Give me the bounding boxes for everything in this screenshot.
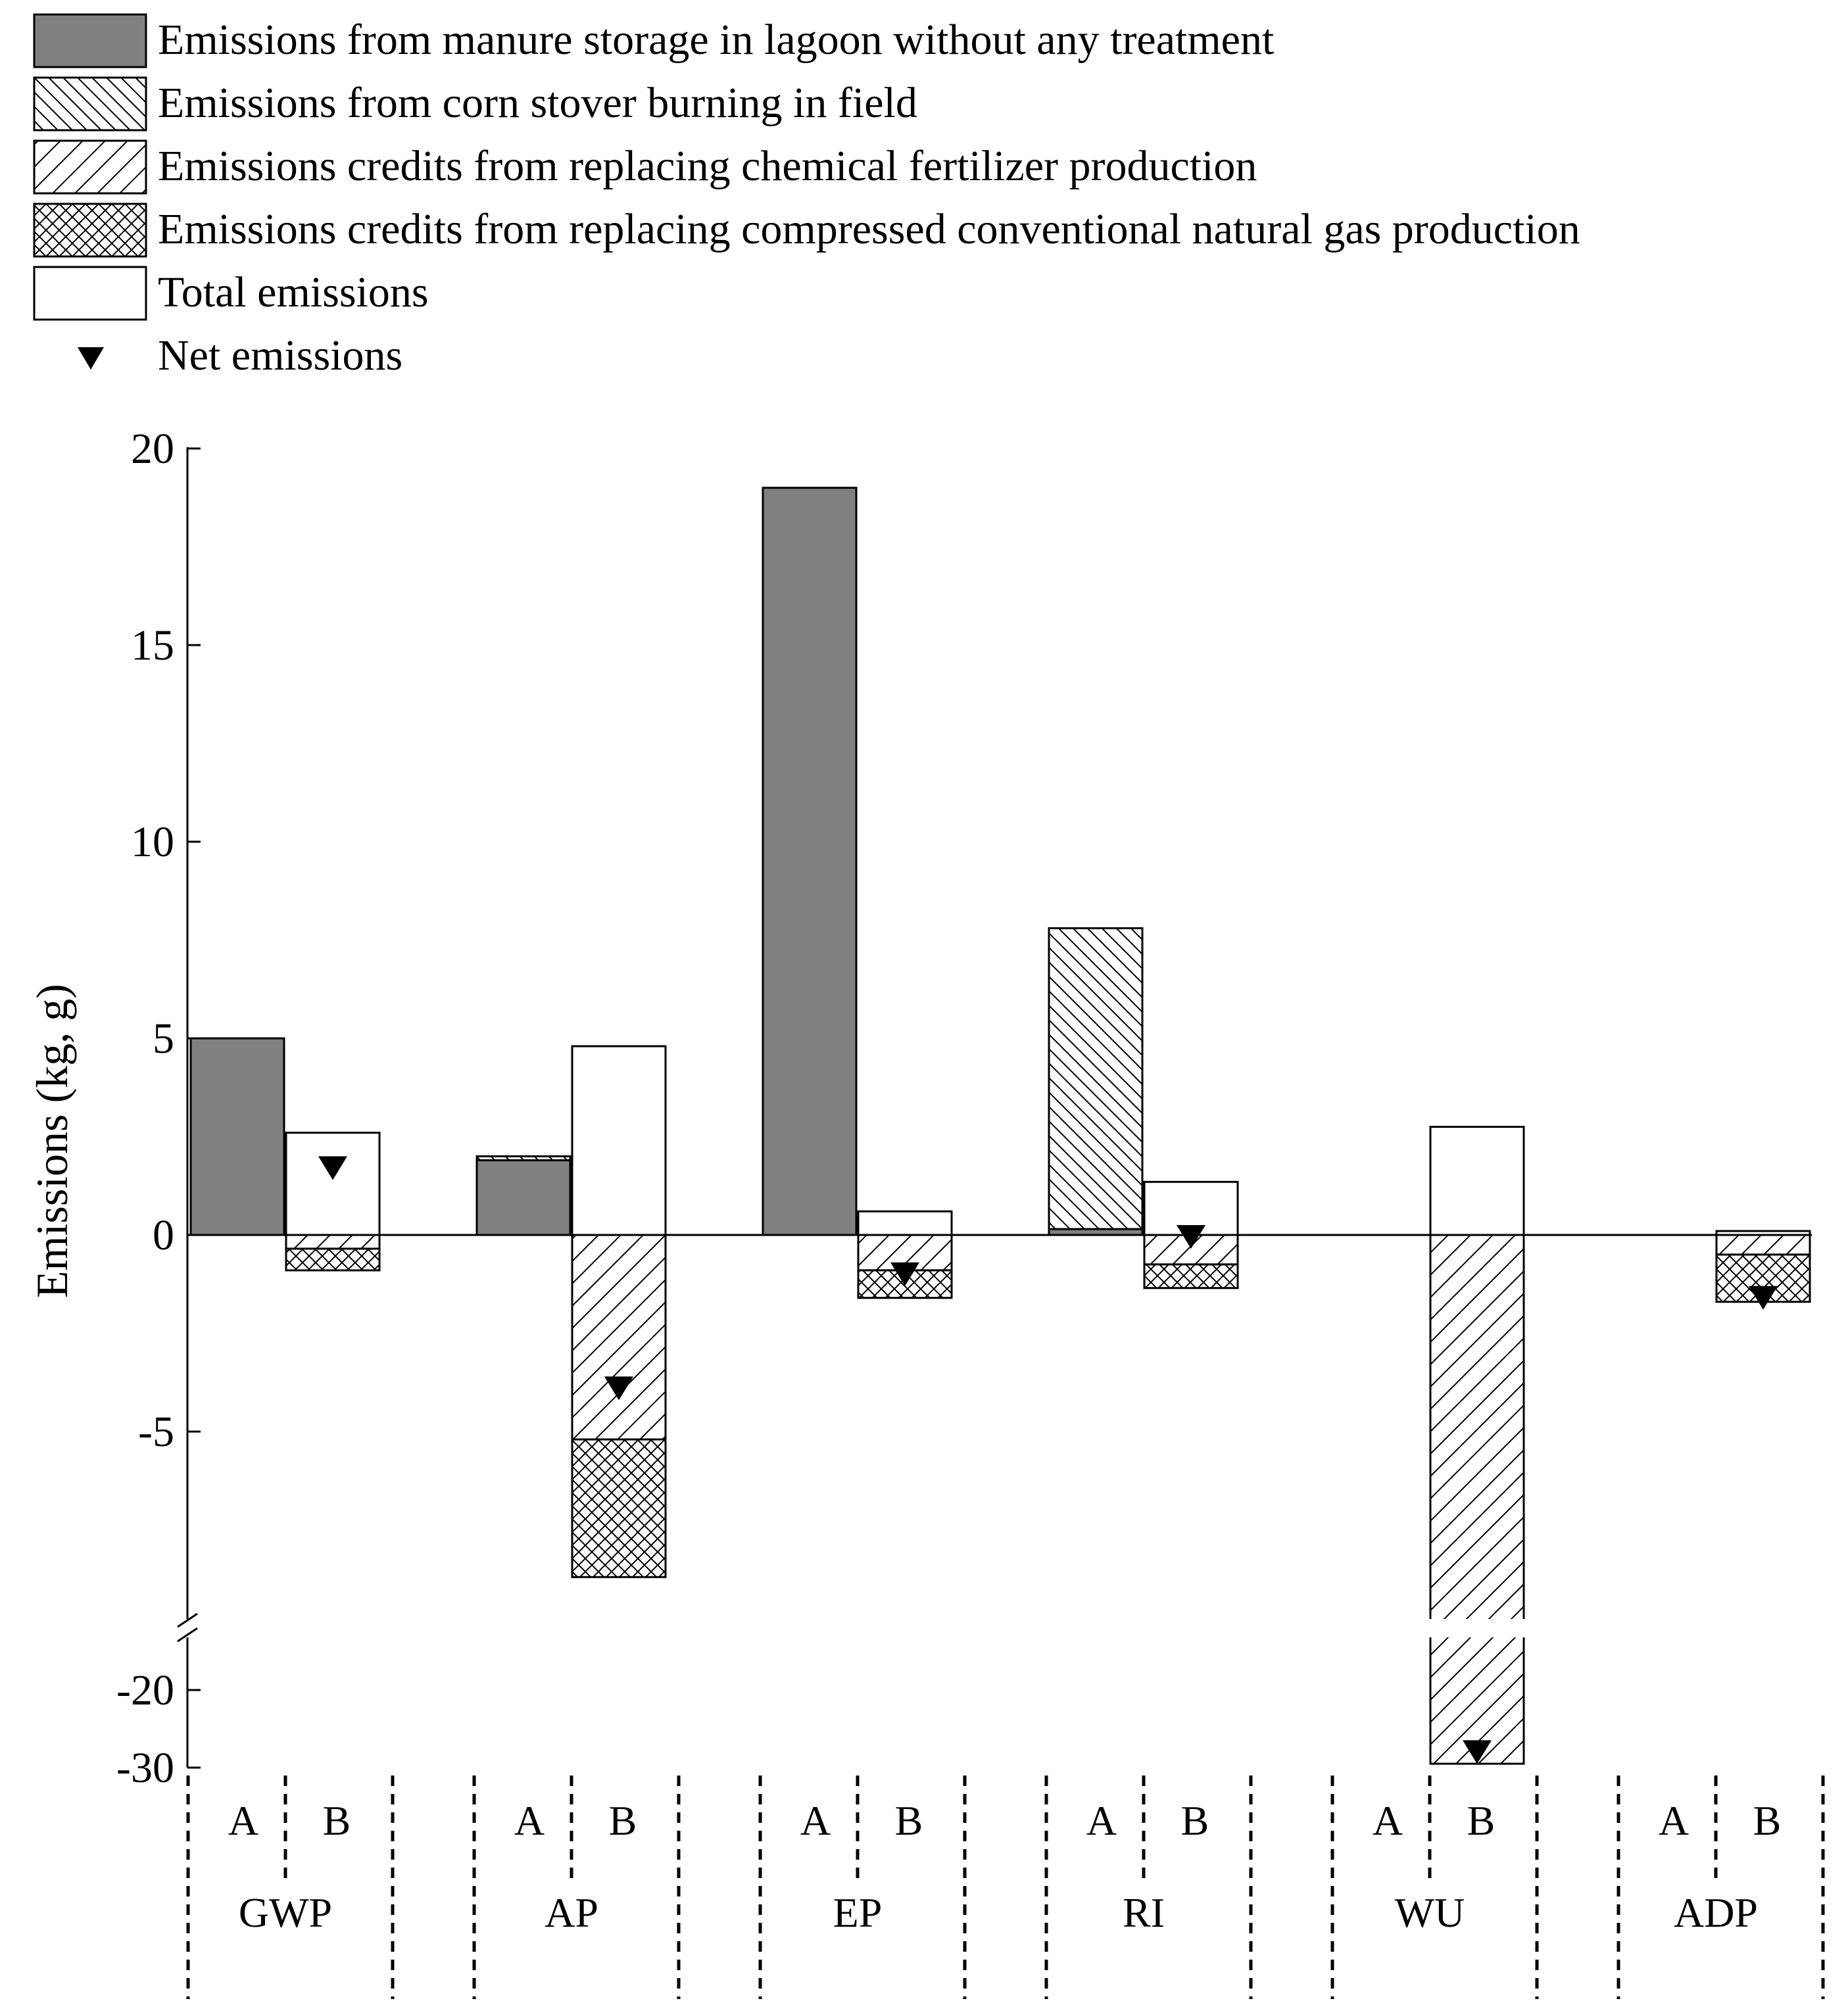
bar-ri-a-stover xyxy=(1048,927,1144,1230)
legend-marker-net xyxy=(78,347,104,370)
scenario-label-b: B xyxy=(895,1797,923,1844)
net-marker-gwp xyxy=(318,1156,347,1180)
legend-label-total: Total emissions xyxy=(158,268,429,316)
y-tick-label: 20 xyxy=(131,425,174,473)
bar-gwp-b-gas xyxy=(285,1247,381,1272)
bar-gwp-b-total xyxy=(285,1132,381,1236)
y-ticks: 20 15 10 5 0 -5 -20 -30 xyxy=(116,425,201,1792)
scenario-label-a: A xyxy=(228,1797,258,1844)
legend-item-gas: Emissions credits from replacing compres… xyxy=(33,203,1580,258)
axis-break-mark-2 xyxy=(177,1627,198,1643)
net-marker-adp xyxy=(1749,1286,1778,1310)
y-tick-label: -20 xyxy=(116,1666,174,1714)
bar-ap-a-manure xyxy=(475,1159,571,1236)
net-marker-ap xyxy=(604,1376,633,1401)
y-tick-label: 15 xyxy=(131,621,174,669)
bar-ri-b-gas xyxy=(1143,1263,1239,1290)
scenario-label-a: A xyxy=(1373,1797,1403,1844)
legend-item-manure: Emissions from manure storage in lagoon … xyxy=(33,13,1274,68)
legend-swatch-fertilizer xyxy=(33,139,147,195)
y-tick-label: -30 xyxy=(116,1744,174,1792)
scenario-label-a: A xyxy=(1086,1797,1117,1844)
category-label-ap: AP xyxy=(545,1889,598,1936)
legend-label-fertilizer: Emissions credits from replacing chemica… xyxy=(158,142,1257,190)
category-label-ri: RI xyxy=(1123,1889,1165,1936)
net-markers xyxy=(318,1156,1778,1764)
axis-break-mark-1 xyxy=(177,1612,198,1628)
scenario-label-a: A xyxy=(1659,1797,1689,1844)
scenario-label-b: B xyxy=(323,1797,351,1844)
legend: Emissions from manure storage in lagoon … xyxy=(33,13,1580,379)
scenario-label-b: B xyxy=(1181,1797,1209,1844)
legend-item-stover: Emissions from corn stover burning in fi… xyxy=(33,76,917,132)
y-axis-label: Emissions (kg, g) xyxy=(27,984,77,1298)
scenario-label-a: A xyxy=(800,1797,831,1844)
y-tick-label: -5 xyxy=(138,1408,174,1456)
category-label-ep: EP xyxy=(833,1889,883,1936)
scenario-label-b: B xyxy=(1753,1797,1782,1844)
legend-item-net: Net emissions xyxy=(78,331,402,379)
y-tick-label: 0 xyxy=(153,1211,174,1259)
category-label-wu: WU xyxy=(1395,1889,1465,1936)
bars xyxy=(189,487,1811,1765)
y-tick-label: 10 xyxy=(131,818,174,866)
category-label-adp: ADP xyxy=(1674,1889,1758,1936)
bar-wu-b-fertilizer xyxy=(1429,1234,1525,1765)
legend-swatch-gas xyxy=(33,203,147,258)
bar-ap-b-total xyxy=(571,1045,667,1236)
category-label-gwp: GWP xyxy=(239,1889,332,1936)
legend-label-gas: Emissions credits from replacing compres… xyxy=(158,205,1580,253)
bar-wu-b-total xyxy=(1429,1126,1525,1236)
bar-ap-b-gas xyxy=(571,1438,667,1578)
legend-item-fertilizer: Emissions credits from replacing chemica… xyxy=(33,139,1257,195)
legend-swatch-manure xyxy=(33,13,147,68)
bar-gwp-a-manure xyxy=(189,1037,285,1236)
y-axis: 20 15 10 5 0 -5 -20 -30 Emissions (kg, g) xyxy=(27,425,201,1792)
net-marker-wu xyxy=(1463,1740,1492,1764)
legend-item-total: Total emissions xyxy=(33,266,429,321)
scenario-label-b: B xyxy=(1467,1797,1495,1844)
scenario-label-b: B xyxy=(609,1797,637,1844)
bar-gwp-b-fertilizer xyxy=(285,1234,381,1250)
bar-ap-a-stover xyxy=(475,1155,571,1161)
bar-ep-a-manure xyxy=(762,487,858,1236)
legend-swatch-stover xyxy=(33,76,147,132)
legend-label-manure: Emissions from manure storage in lagoon … xyxy=(158,16,1274,64)
legend-label-net: Net emissions xyxy=(158,331,402,379)
legend-label-stover: Emissions from corn stover burning in fi… xyxy=(158,79,917,127)
net-marker-ri xyxy=(1177,1224,1205,1249)
scenario-label-a: A xyxy=(514,1797,545,1844)
y-tick-label: 5 xyxy=(153,1015,174,1063)
bar-ep-b-total xyxy=(857,1210,953,1236)
net-marker-ep xyxy=(890,1262,919,1286)
bar-break-gap xyxy=(1428,1619,1526,1637)
bar-adp-b-fertilizer xyxy=(1715,1234,1811,1256)
legend-swatch-total xyxy=(33,266,147,321)
bar-ap-b-fertilizer xyxy=(571,1234,667,1441)
